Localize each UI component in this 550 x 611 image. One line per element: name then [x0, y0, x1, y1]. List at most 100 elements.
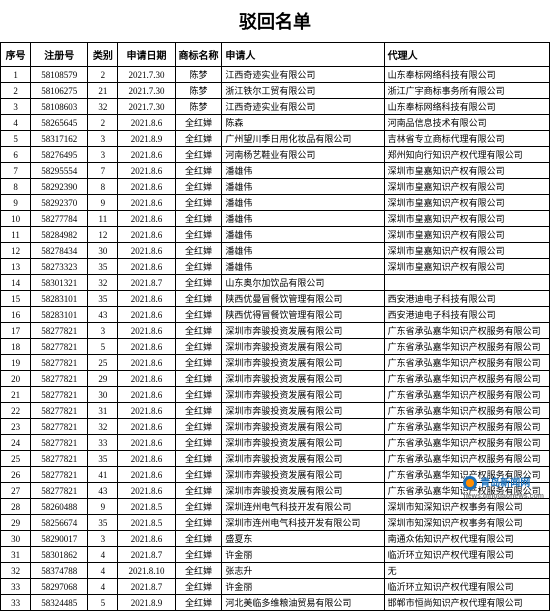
table-row: 315830186242021.8.7全红婵许金丽临沂环立知识产权代理有限公司 — [1, 547, 550, 563]
table-cell: 2021.8.6 — [118, 179, 175, 195]
table-cell: 全红婵 — [175, 211, 222, 227]
table-row: 85829239082021.8.6全红婵潘雄伟深圳市皇嘉知识产权有限公司 — [1, 179, 550, 195]
table-cell: 全红婵 — [175, 563, 222, 579]
table-row: 2458277821332021.8.6全红婵深圳市奔骏投资发展有限公司广东省承… — [1, 435, 550, 451]
table-cell: 29 — [1, 515, 31, 531]
table-cell: 全红婵 — [175, 163, 222, 179]
table-cell: 深圳市皇嘉知识产权有限公司 — [384, 163, 549, 179]
table-cell: 25 — [88, 355, 118, 371]
table-cell: 2021.7.30 — [118, 99, 175, 115]
table-cell: 广东省承弘嘉华知识产权服务有限公司 — [384, 451, 549, 467]
table-cell: 临沂环立知识产权代理有限公司 — [384, 547, 549, 563]
table-cell: 58277821 — [31, 323, 88, 339]
table-cell: 35 — [88, 259, 118, 275]
table-row: 1258278434302021.8.6全红婵潘雄伟深圳市皇嘉知识产权有限公司 — [1, 243, 550, 259]
table-cell: 全红婵 — [175, 227, 222, 243]
watermark-sub: news.qingdaonews.com — [463, 493, 544, 500]
table-cell: 4 — [88, 563, 118, 579]
table-cell: 33 — [1, 579, 31, 595]
table-row: 1358273323352021.8.6全红婵潘雄伟深圳市皇嘉知识产权有限公司 — [1, 259, 550, 275]
table-cell — [384, 275, 549, 291]
table-row: 65827649532021.8.6全红婵河南杨艺鞋业有限公司郑州知向行知识产权… — [1, 147, 550, 163]
table-row: 1058277784112021.8.6全红婵潘雄伟深圳市皇嘉知识产权有限公司 — [1, 211, 550, 227]
table-cell: 全红婵 — [175, 515, 222, 531]
table-row: 1958277821252021.8.6全红婵深圳市奔骏投资发展有限公司广东省承… — [1, 355, 550, 371]
table-cell: 7 — [88, 163, 118, 179]
table-row: 335832448552021.8.9全红婵河北美临多维粮油贸易有限公司邯郸市恒… — [1, 595, 550, 611]
table-cell: 58108603 — [31, 99, 88, 115]
table-cell: 全红婵 — [175, 419, 222, 435]
table-cell: 深圳市皇嘉知识产权有限公司 — [384, 259, 549, 275]
table-cell: 58277821 — [31, 435, 88, 451]
table-cell: 深圳市皇嘉知识产权有限公司 — [384, 227, 549, 243]
table-cell: 58108579 — [31, 67, 88, 83]
table-cell: 41 — [88, 467, 118, 483]
table-cell: 深圳市奔骏投资发展有限公司 — [222, 451, 384, 467]
table-cell: 43 — [88, 307, 118, 323]
table-cell: 8 — [88, 179, 118, 195]
table-row: 335829706842021.8.7全红婵许金丽临沂环立知识产权代理有限公司 — [1, 579, 550, 595]
table-cell: 58277821 — [31, 339, 88, 355]
table-cell: 全红婵 — [175, 275, 222, 291]
col-header-seq: 序号 — [1, 43, 31, 67]
table-cell: 2021.8.6 — [118, 115, 175, 131]
table-cell: 许金丽 — [222, 547, 384, 563]
col-header-date: 申请日期 — [118, 43, 175, 67]
table-cell: 32 — [88, 419, 118, 435]
table-cell: 58265645 — [31, 115, 88, 131]
table-cell: 潘雄伟 — [222, 195, 384, 211]
table-cell: 58277821 — [31, 371, 88, 387]
table-cell: 58295554 — [31, 163, 88, 179]
table-cell: 12 — [88, 227, 118, 243]
table-cell: 27 — [1, 483, 31, 499]
table-row: 55831716232021.8.9全红婵广州望川季日用化妆品有限公司吉林省专立… — [1, 131, 550, 147]
table-cell: 35 — [88, 515, 118, 531]
table-cell: 58277821 — [31, 403, 88, 419]
table-cell: 江西奇迹实业有限公司 — [222, 99, 384, 115]
table-cell: 全红婵 — [175, 195, 222, 211]
table-row: 185827782152021.8.6全红婵深圳市奔骏投资发展有限公司广东省承弘… — [1, 339, 550, 355]
watermark-text: 青岛新闻网 — [480, 478, 530, 489]
table-cell: 2021.8.6 — [118, 291, 175, 307]
table-cell: 2021.8.9 — [118, 131, 175, 147]
table-cell: 23 — [1, 419, 31, 435]
table-cell: 2021.8.6 — [118, 195, 175, 211]
table-cell: 深圳市知深知识产权事务有限公司 — [384, 515, 549, 531]
table-cell: 43 — [88, 483, 118, 499]
col-header-reg: 注册号 — [31, 43, 88, 67]
table-cell: 深圳市皇嘉知识产权有限公司 — [384, 211, 549, 227]
table-cell: 2021.7.30 — [118, 83, 175, 99]
table-cell: 35 — [88, 291, 118, 307]
table-cell: 58277821 — [31, 451, 88, 467]
watermark: 青岛新闻网 news.qingdaonews.com — [463, 474, 544, 501]
table-cell: 6 — [1, 147, 31, 163]
table-cell: 全红婵 — [175, 595, 222, 611]
table-row: 1658283101432021.8.6全红婵陕西优得冒餐饮管理有限公司西安港迪… — [1, 307, 550, 323]
table-cell: 58276495 — [31, 147, 88, 163]
table-cell: 58317162 — [31, 131, 88, 147]
table-cell: 3 — [88, 323, 118, 339]
table-cell: 2021.8.6 — [118, 387, 175, 403]
table-cell: 陈森 — [222, 115, 384, 131]
table-cell: 全红婵 — [175, 147, 222, 163]
table-cell: 21 — [1, 387, 31, 403]
table-cell: 全红婵 — [175, 307, 222, 323]
table-cell: 2021.8.6 — [118, 147, 175, 163]
table-cell: 深圳市奔骏投资发展有限公司 — [222, 387, 384, 403]
table-cell: 全红婵 — [175, 259, 222, 275]
table-cell: 全红婵 — [175, 371, 222, 387]
table-cell: 江西奇迹实业有限公司 — [222, 67, 384, 83]
table-cell: 全红婵 — [175, 323, 222, 339]
table-cell: 12 — [1, 243, 31, 259]
table-cell: 2021.8.9 — [118, 595, 175, 611]
table-cell: 全红婵 — [175, 131, 222, 147]
table-row: 75829555472021.8.6全红婵潘雄伟深圳市皇嘉知识产权有限公司 — [1, 163, 550, 179]
table-cell: 2 — [88, 67, 118, 83]
table-cell: 全红婵 — [175, 531, 222, 547]
table-cell: 深圳市连州电气科技开发有限公司 — [222, 515, 384, 531]
table-row: 2558277821352021.8.6全红婵深圳市奔骏投资发展有限公司广东省承… — [1, 451, 550, 467]
table-row: 95829237092021.8.6全红婵潘雄伟深圳市皇嘉知识产权有限公司 — [1, 195, 550, 211]
table-cell: 南通众佑知识产权代理有限公司 — [384, 531, 549, 547]
table-cell: 33 — [88, 435, 118, 451]
table-cell: 全红婵 — [175, 435, 222, 451]
